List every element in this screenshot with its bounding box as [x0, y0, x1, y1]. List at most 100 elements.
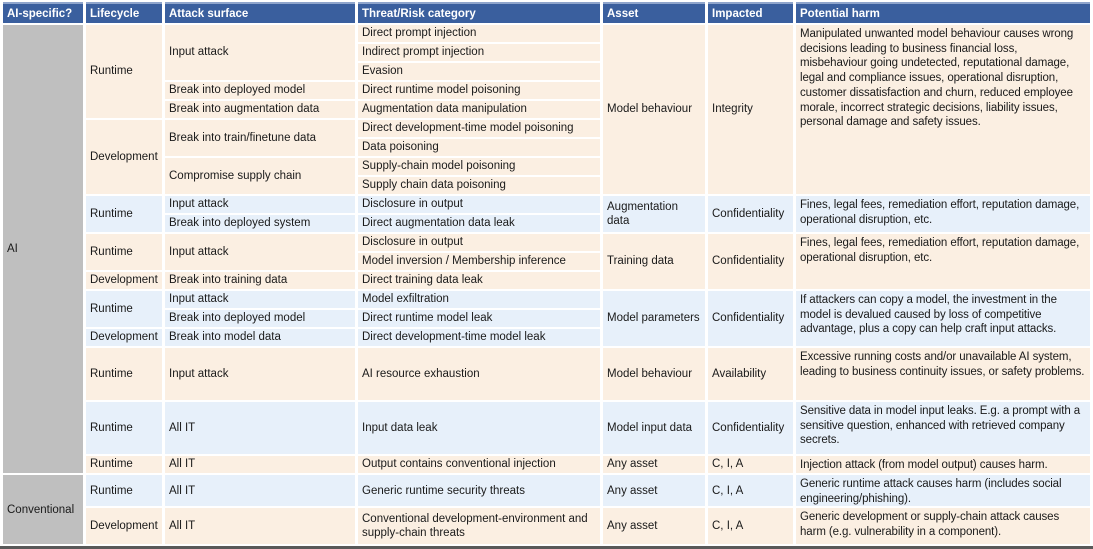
table-row: Break into deployed model Direct runtime… [3, 310, 1090, 327]
lifecycle-cell: Runtime [86, 402, 162, 454]
table-row: Runtime Input attack AI resource exhaust… [3, 348, 1090, 400]
harm-cell: Fines, legal fees, remediation effort, r… [796, 234, 1090, 289]
lifecycle-cell: Runtime [86, 196, 162, 232]
attack-surface-cell: Input attack [165, 196, 355, 213]
section-cell-ai: AI [3, 25, 83, 473]
threat-cell: Evasion [358, 63, 600, 80]
table-row: Runtime Input attack Disclosure in outpu… [3, 196, 1090, 232]
asset-cell: Model input data [603, 402, 705, 454]
table-row: Development Break into training data Dir… [3, 272, 1090, 289]
table-row: Break into deployed system Direct augmen… [3, 215, 1090, 232]
threat-cell: Indirect prompt injection [358, 44, 600, 61]
asset-cell: Training data [603, 234, 705, 289]
header-threat-risk-category: Threat/Risk category [358, 2, 600, 23]
asset-cell: Any asset [603, 456, 705, 473]
harm-cell: Manipulated unwanted model behaviour cau… [796, 25, 1090, 194]
table-row: Break into augmentation data Augmentatio… [3, 101, 1090, 118]
attack-surface-cell: Break into augmentation data [165, 101, 355, 118]
table-row: Compromise supply chain Supply-chain mod… [3, 158, 1090, 194]
harm-cell: Generic development or supply-chain atta… [796, 508, 1090, 545]
harm-cell: If attackers can copy a model, the inves… [796, 291, 1090, 346]
threat-cell: Input data leak [358, 402, 600, 454]
impacted-cell: Confidentiality [708, 291, 793, 346]
header-ai-specific: AI-specific? [3, 2, 83, 23]
attack-surface-cell: Compromise supply chain [165, 158, 355, 194]
attack-surface-cell: All IT [165, 475, 355, 507]
attack-surface-cell: Input attack [165, 234, 355, 270]
threat-cell: AI resource exhaustion [358, 348, 600, 400]
threat-cell: Augmentation data manipulation [358, 101, 600, 118]
asset-cell: Model behaviour [603, 25, 705, 194]
header-lifecycle: Lifecycle [86, 2, 162, 23]
attack-surface-cell: Break into training data [165, 272, 355, 289]
asset-cell: Any asset [603, 508, 705, 545]
harm-cell: Generic runtime attack causes harm (incl… [796, 475, 1090, 507]
threat-cell: Direct augmentation data leak [358, 215, 600, 232]
attack-surface-cell: Break into train/finetune data [165, 120, 355, 156]
attack-surface-cell: Break into deployed system [165, 215, 355, 232]
lifecycle-cell: Runtime [86, 25, 162, 118]
impacted-cell: C, I, A [708, 475, 793, 507]
table-row: Supply chain data poisoning [3, 177, 1090, 194]
harm-cell: Sensitive data in model input leaks. E.g… [796, 402, 1090, 454]
table-row: Runtime Input attack Disclosure in outpu… [3, 234, 1090, 289]
lifecycle-cell: Runtime [86, 475, 162, 507]
asset-cell: Any asset [603, 475, 705, 507]
asset-cell: Model behaviour [603, 348, 705, 400]
impacted-cell: Availability [708, 348, 793, 400]
attack-surface-cell: Input attack [165, 291, 355, 308]
table-row: Model inversion / Membership inference [3, 253, 1090, 270]
harm-cell: Injection attack (from model output) cau… [796, 456, 1090, 473]
header-impacted: Impacted [708, 2, 793, 23]
attack-surface-cell: Input attack [165, 348, 355, 400]
attack-surface-cell: Break into deployed model [165, 82, 355, 99]
impacted-cell: C, I, A [708, 508, 793, 545]
impacted-cell: Confidentiality [708, 196, 793, 232]
asset-cell: Augmentation data [603, 196, 705, 232]
attack-surface-cell: Break into deployed model [165, 310, 355, 327]
lifecycle-cell: Development [86, 120, 162, 194]
impacted-cell: Integrity [708, 25, 793, 194]
threat-cell: Disclosure in output [358, 196, 600, 213]
table-bottom-rule [0, 546, 1093, 549]
table-row: Indirect prompt injection [3, 44, 1090, 61]
threat-cell: Conventional development-environment and… [358, 508, 600, 545]
threat-cell: Direct training data leak [358, 272, 600, 289]
table-row: Data poisoning [3, 139, 1090, 156]
attack-surface-cell: Break into model data [165, 329, 355, 346]
section-cell-conventional: Conventional [3, 475, 83, 545]
threat-cell: Generic runtime security threats [358, 475, 600, 507]
threat-cell: Direct development-time model leak [358, 329, 600, 346]
table-row: Evasion [3, 63, 1090, 80]
asset-cell: Model parameters [603, 291, 705, 346]
table-row: Runtime Input attack Model exfiltration … [3, 291, 1090, 346]
lifecycle-cell: Development [86, 508, 162, 545]
impacted-cell: C, I, A [708, 456, 793, 473]
table-row: Conventional Runtime All IT Generic runt… [3, 475, 1090, 545]
threat-cell: Supply chain data poisoning [358, 177, 600, 194]
threat-cell: Disclosure in output [358, 234, 600, 251]
impacted-cell: Confidentiality [708, 234, 793, 289]
threat-cell: Model exfiltration [358, 291, 600, 308]
threat-cell: Model inversion / Membership inference [358, 253, 600, 270]
table-row: Development All IT Conventional developm… [3, 508, 1090, 545]
impacted-cell: Confidentiality [708, 402, 793, 454]
threat-cell: Direct prompt injection [358, 25, 600, 42]
lifecycle-cell: Runtime [86, 234, 162, 270]
attack-surface-cell: All IT [165, 508, 355, 545]
table-row: Runtime All IT Output contains conventio… [3, 456, 1090, 473]
header-asset: Asset [603, 2, 705, 23]
attack-surface-cell: All IT [165, 456, 355, 473]
attack-surface-cell: Input attack [165, 25, 355, 80]
header-potential-harm: Potential harm [796, 2, 1090, 23]
lifecycle-cell: Runtime [86, 291, 162, 327]
table-row: AI Runtime Input attack Direct prompt in… [3, 25, 1090, 473]
threat-cell: Direct runtime model leak [358, 310, 600, 327]
threat-cell: Output contains conventional injection [358, 456, 600, 473]
table-row: Development Break into model data Direct… [3, 329, 1090, 346]
harm-cell: Excessive running costs and/or unavailab… [796, 348, 1090, 400]
threat-cell: Direct development-time model poisoning [358, 120, 600, 137]
lifecycle-cell: Development [86, 329, 162, 346]
harm-cell: Fines, legal fees, remediation effort, r… [796, 196, 1090, 232]
